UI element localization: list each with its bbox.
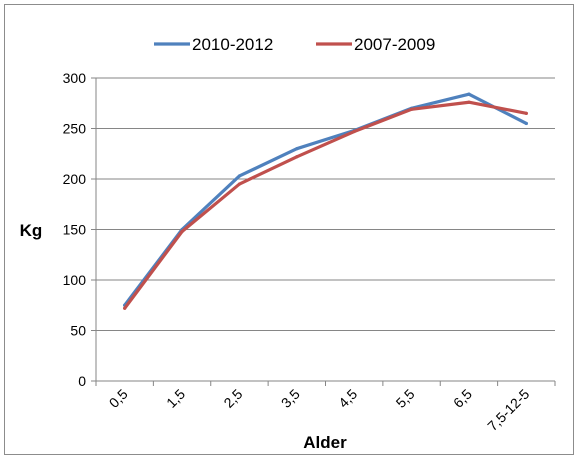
legend-label: 2010-2012 [192, 35, 273, 54]
data-point [295, 147, 299, 151]
data-point [524, 111, 528, 115]
x-tick-label: 4,5 [335, 386, 360, 411]
y-tick-label: 100 [63, 272, 87, 288]
x-ticks: 0,5 1,5 2,5 3,5 4,5 5,5 6,5 7,5-12-5 [95, 381, 556, 434]
data-point [237, 182, 242, 186]
y-tick-label: 0 [78, 373, 86, 389]
y-ticks: 0 50 100 150 200 250 300 [63, 70, 96, 389]
x-tick-label: 7,5-12-5 [484, 386, 532, 434]
data-point [467, 100, 471, 104]
y-tick-label: 150 [63, 222, 87, 238]
series-line-0 [123, 92, 528, 307]
data-point [524, 121, 528, 126]
x-tick-label: 0,5 [106, 386, 131, 411]
legend: 2010-2012 2007-2009 [154, 35, 435, 54]
x-axis-title: Alder [303, 433, 347, 452]
x-tick-label: 6,5 [450, 386, 475, 411]
x-tick-label: 3,5 [278, 386, 303, 411]
data-point [467, 92, 471, 96]
y-tick-label: 250 [63, 121, 87, 137]
data-point [123, 306, 127, 310]
y-tick-label: 50 [70, 323, 86, 339]
x-tick-label: 1,5 [163, 386, 188, 411]
data-point [409, 107, 414, 111]
data-point [237, 174, 242, 178]
x-tick-label: 2,5 [220, 386, 245, 411]
data-point [180, 229, 184, 234]
x-tick-label: 5,5 [393, 386, 418, 411]
y-tick-label: 300 [63, 70, 87, 86]
series-lines [123, 92, 528, 310]
legend-label: 2007-2009 [354, 35, 435, 54]
y-tick-label: 200 [63, 171, 87, 187]
gridlines [96, 77, 555, 331]
data-point [295, 155, 299, 159]
y-axis-title: Kg [20, 221, 43, 240]
data-point [352, 129, 356, 134]
series-line-1 [123, 100, 528, 310]
